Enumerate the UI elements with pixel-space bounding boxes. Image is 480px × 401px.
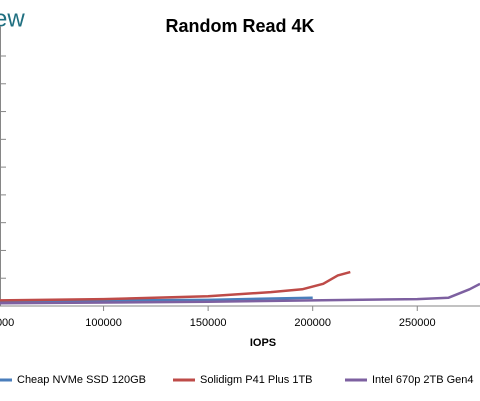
x-tick-label: 150000 [190, 317, 227, 329]
x-axis-label: IOPS [250, 337, 276, 349]
series-line [0, 270, 351, 302]
series-line [0, 282, 480, 305]
series-line [0, 296, 313, 304]
chart-title: Random Read 4K [165, 16, 314, 36]
x-tick-label: 200000 [294, 317, 331, 329]
legend-label: Cheap NVMe SSD 120GB [17, 374, 146, 386]
legend-label: Solidigm P41 Plus 1TB [200, 374, 313, 386]
x-tick-label: 250000 [399, 317, 436, 329]
x-tick-label: 50000 [0, 317, 14, 329]
x-tick-label: 100000 [85, 317, 122, 329]
logo: ew [0, 5, 25, 32]
legend-label: Intel 670p 2TB Gen4 [372, 374, 474, 386]
